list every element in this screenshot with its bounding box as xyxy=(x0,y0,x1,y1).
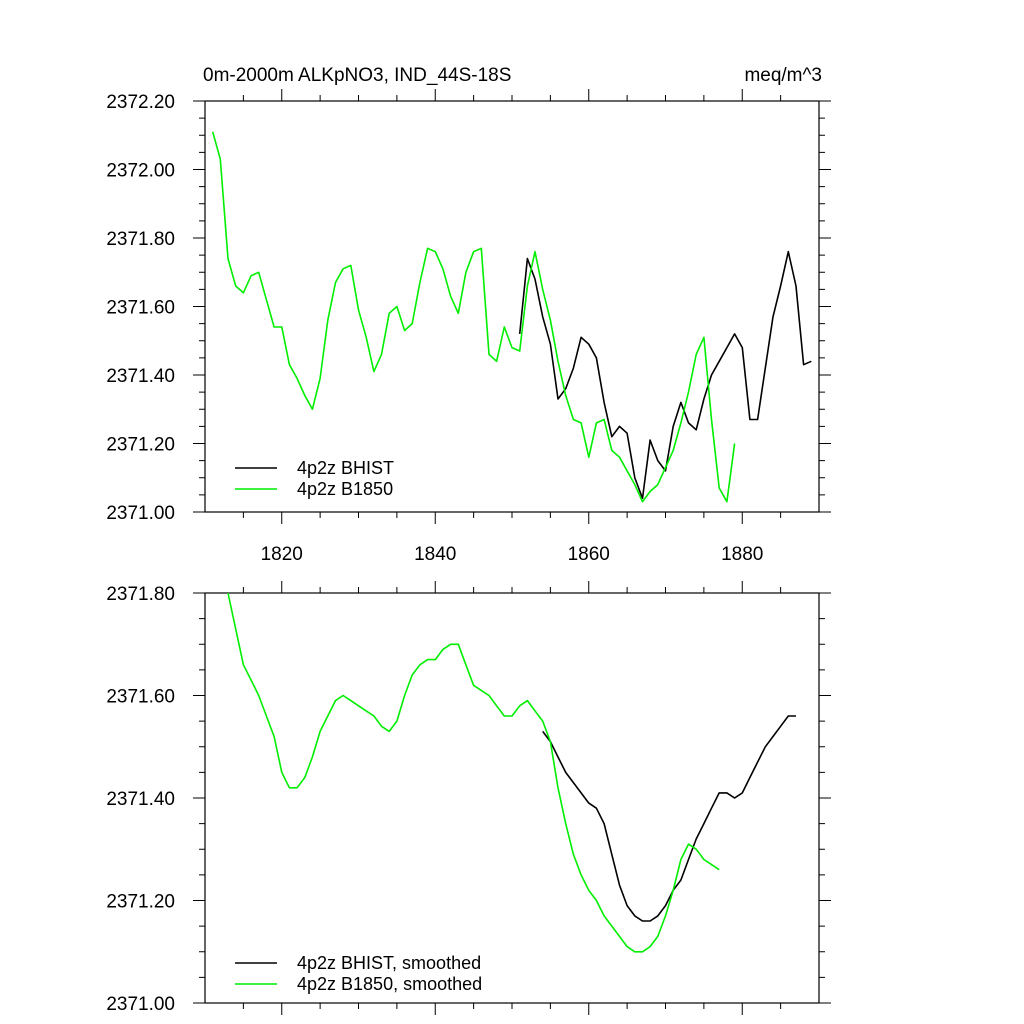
plot-frame xyxy=(204,592,820,1004)
top-panel: 0m-2000m ALKpNO3, IND_44S-18S meq/m^3 18… xyxy=(106,65,831,565)
series-line-4p2z-bhist-smoothed xyxy=(542,715,796,922)
legend-label: 4p2z B1850 xyxy=(297,479,393,499)
units-label: meq/m^3 xyxy=(744,65,822,86)
legend-label: 4p2z BHIST, smoothed xyxy=(297,953,481,973)
y-tick-label: 2371.80 xyxy=(106,229,175,250)
series-line-4p2z-b1850 xyxy=(211,131,736,503)
y-tick-label: 2371.40 xyxy=(106,789,175,810)
series-line-4p2z-b1850-smoothed xyxy=(227,592,720,953)
series-line-4p2z-bhist xyxy=(518,250,812,500)
x-tick-label: 1840 xyxy=(414,544,456,565)
y-tick-label: 2371.00 xyxy=(106,503,175,524)
legend-label: 4p2z BHIST xyxy=(297,458,394,478)
x-tick-label: 1860 xyxy=(568,544,610,565)
x-tick-label: 1880 xyxy=(721,544,763,565)
bottom-panel: 2371.00 2371.20 2371.40 2371.60 2371.80 4p2z … xyxy=(106,581,831,1015)
legend-label: 4p2z B1850, smoothed xyxy=(297,974,482,994)
y-tick-label: 2372.20 xyxy=(106,92,175,113)
x-tick-label: 1820 xyxy=(261,544,303,565)
plot-frame xyxy=(204,100,820,513)
y-tick-label: 2371.40 xyxy=(106,366,175,387)
y-tick-label: 2371.80 xyxy=(106,584,175,605)
y-tick-label: 2372.00 xyxy=(106,161,175,182)
y-tick-label: 2371.20 xyxy=(106,435,175,456)
y-tick-label: 2371.60 xyxy=(106,687,175,708)
chart-title: 0m-2000m ALKpNO3, IND_44S-18S xyxy=(203,65,511,86)
y-tick-label: 2371.60 xyxy=(106,298,175,319)
y-tick-label: 2371.20 xyxy=(106,892,175,913)
y-tick-label: 2371.00 xyxy=(106,994,175,1015)
